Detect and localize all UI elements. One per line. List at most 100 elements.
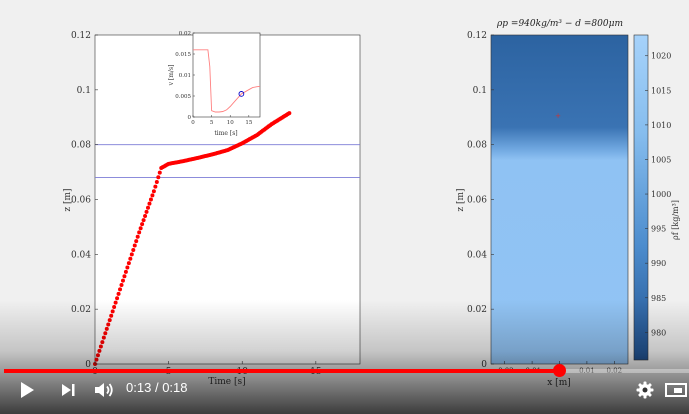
trajectory-point xyxy=(122,274,127,279)
particle-marker: + xyxy=(555,112,561,120)
heatmap-y-tick-label: 0.08 xyxy=(467,141,487,151)
velocity-y-tick-label: 0.01 xyxy=(179,73,191,79)
heatmap-y-tick-label: 0.06 xyxy=(467,196,487,206)
trajectory-point xyxy=(101,335,106,340)
next-button[interactable] xyxy=(55,378,81,402)
trajectory-point xyxy=(98,344,103,349)
velocity-y-tick-label: 0.005 xyxy=(175,94,191,100)
trajectory-point xyxy=(135,234,140,239)
velocity-x-tick-label: 0 xyxy=(191,120,195,126)
velocity-x-tick-label: 15 xyxy=(245,120,252,126)
trajectory-point xyxy=(125,265,130,270)
velocity-y-tick-label: 0 xyxy=(188,115,192,121)
heatmap-y-tick-label: 0.1 xyxy=(473,86,487,96)
trajectory-point xyxy=(100,340,105,345)
velocity-y-axis-label: v [m/s] xyxy=(168,65,175,87)
time-separator: / xyxy=(154,380,159,395)
trajectory-point xyxy=(120,278,125,283)
velocity-x-tick-label: 5 xyxy=(210,120,214,126)
play-button[interactable] xyxy=(14,378,40,402)
trajectory-point xyxy=(147,201,152,206)
heatmap-y-axis-label: z [m] xyxy=(456,188,466,211)
trajectory-point xyxy=(113,300,118,305)
heatmap-y-tick-label: 0.04 xyxy=(467,250,487,260)
colorbar-tick-label: 1005 xyxy=(651,155,671,164)
trajectory-point xyxy=(123,269,128,274)
trajectory-point xyxy=(116,291,121,296)
progress-scrubber-handle[interactable] xyxy=(552,364,566,377)
velocity-inset-chart: 0 0.005 0.01 0.015 0.02 0 5 10 15 v [m/s] time … xyxy=(168,31,261,137)
trajectory-point xyxy=(157,170,162,175)
gear-icon xyxy=(636,381,654,399)
trajectory-point xyxy=(119,283,124,288)
velocity-x-tick-label: 10 xyxy=(227,120,234,126)
trajectory-point xyxy=(128,256,133,261)
colorbar-tick-label: 1000 xyxy=(651,190,671,199)
trajectory-point xyxy=(138,226,143,231)
colorbar-tick-label: 980 xyxy=(651,328,666,337)
colorbar-tick-label: 985 xyxy=(651,294,666,303)
density-field xyxy=(490,34,629,365)
velocity-x-axis-label: time [s] xyxy=(214,130,237,137)
heatmap-title: ρp =940kg/m³ − d =800μm xyxy=(496,19,623,29)
trajectory-point xyxy=(115,296,120,301)
trajectory-point xyxy=(140,222,145,227)
volume-button[interactable] xyxy=(90,378,118,402)
trajectory-point xyxy=(148,197,153,202)
trajectory-point xyxy=(150,193,155,198)
trajectory-point xyxy=(141,218,146,223)
duration: 0:18 xyxy=(162,380,188,395)
trajectory-y-tick-label: 0.08 xyxy=(71,141,91,151)
trajectory-point xyxy=(112,304,117,309)
trajectory-point xyxy=(143,213,148,218)
colorbar xyxy=(633,34,649,361)
trajectory-y-tick-label: 0.04 xyxy=(71,250,91,260)
progress-played xyxy=(4,369,559,373)
trajectory-point xyxy=(154,179,159,184)
velocity-y-tick-label: 0.02 xyxy=(179,31,191,37)
trajectory-point xyxy=(156,175,161,180)
velocity-inset-area xyxy=(192,32,261,118)
heatmap-y-tick-label: 0.12 xyxy=(467,31,487,41)
trajectory-y-axis-label: z [m] xyxy=(63,188,73,211)
trajectory-point xyxy=(287,111,292,116)
trajectory-y-tick-label: 0.12 xyxy=(71,31,91,41)
colorbar-label: ρf [kg/m³] xyxy=(671,200,680,240)
trajectory-point xyxy=(118,287,123,292)
trajectory-y-tick-label: 0.06 xyxy=(71,196,91,206)
trajectory-point xyxy=(131,247,136,252)
current-time: 0:13 xyxy=(126,380,152,395)
velocity-series-line xyxy=(193,49,261,113)
trajectory-point xyxy=(146,205,150,210)
volume-icon xyxy=(95,383,113,397)
trajectory-point xyxy=(103,331,108,336)
trajectory-point xyxy=(144,209,149,214)
theater-mode-button[interactable] xyxy=(664,378,688,402)
colorbar-tick-label: 1020 xyxy=(651,52,671,61)
trajectory-point xyxy=(126,261,131,266)
trajectory-point xyxy=(110,309,115,314)
trajectory-point xyxy=(129,252,134,257)
colorbar-tick-label: 1010 xyxy=(651,121,671,130)
trajectory-point xyxy=(153,184,158,189)
trajectory-point xyxy=(106,322,111,327)
trajectory-point xyxy=(95,353,100,358)
colorbar-tick-label: 990 xyxy=(651,259,666,268)
time-display: 0:13 / 0:18 xyxy=(126,380,188,395)
progress-bar[interactable] xyxy=(4,364,689,377)
trajectory-point xyxy=(97,348,102,353)
trajectory-point xyxy=(137,230,142,235)
trajectory-point xyxy=(151,189,156,194)
trajectory-point xyxy=(109,313,114,318)
colorbar-tick-label: 995 xyxy=(651,225,666,234)
trajectory-point xyxy=(104,326,109,331)
velocity-current-marker xyxy=(238,91,245,97)
settings-button[interactable] xyxy=(632,378,658,402)
velocity-y-tick-label: 0.015 xyxy=(175,52,191,58)
trajectory-y-tick-label: 0.1 xyxy=(77,86,91,96)
colorbar-tick-label: 1015 xyxy=(651,86,671,95)
next-icon xyxy=(62,384,75,396)
play-icon xyxy=(21,382,34,398)
trajectory-point xyxy=(134,239,139,244)
